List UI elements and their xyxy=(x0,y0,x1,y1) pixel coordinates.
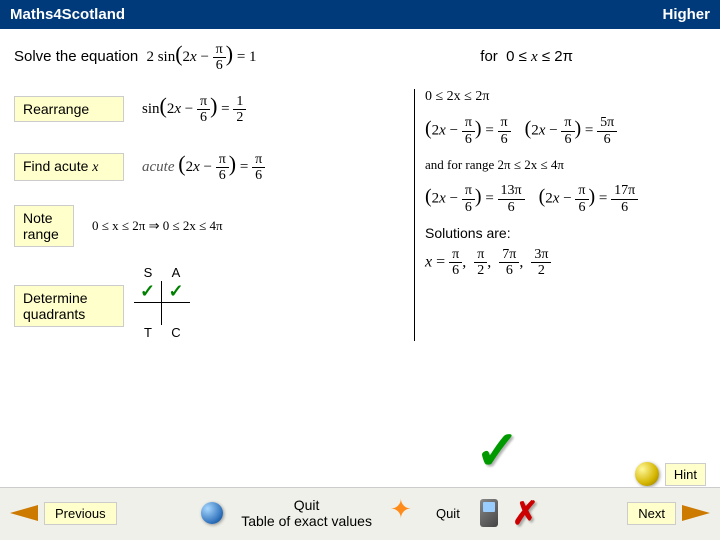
previous-button[interactable]: Previous xyxy=(44,502,117,525)
table-values-link[interactable]: Table of exact values xyxy=(241,513,372,529)
right-sol4: (2x − π6) = 17π6 xyxy=(539,183,639,215)
right-column: 0 ≤ 2x ≤ 2π (2x − π6) = π6 (2x − π6) = 5… xyxy=(414,89,704,341)
cast-blank-t xyxy=(134,303,162,325)
cast-tick-a: ✓ xyxy=(162,281,190,303)
cast-blank-c xyxy=(162,303,190,325)
question-range: for 0 ≤ x ≤ 2π xyxy=(480,48,573,65)
globe-icon[interactable] xyxy=(201,502,223,524)
rearrange-formula: sin(2x − π6) = 12 xyxy=(142,93,246,125)
right-sol-row1: (2x − π6) = π6 (2x − π6) = 5π6 xyxy=(425,115,704,147)
arrow-left-icon[interactable] xyxy=(10,505,38,521)
cast-t: T xyxy=(134,325,162,341)
left-column: Rearrange sin(2x − π6) = 12 Find acute x… xyxy=(14,89,414,341)
arrow-right-icon[interactable] xyxy=(682,505,710,521)
step-quadrants: Determine quadrants S A ✓ ✓ T C xyxy=(14,265,414,341)
right-range1: 0 ≤ 2x ≤ 2π xyxy=(425,89,704,105)
solutions-label: Solutions are: xyxy=(425,225,704,241)
cast-a: A xyxy=(162,265,190,281)
quit2-button[interactable]: Quit xyxy=(426,503,470,524)
right-sol1: (2x − π6) = π6 xyxy=(425,115,511,147)
step-rearrange: Rearrange sin(2x − π6) = 12 xyxy=(14,89,414,129)
step-range: Note range 0 ≤ x ≤ 2π ⇒ 0 ≤ 2x ≤ 4π xyxy=(14,205,414,247)
acute-formula: acute (2x − π6) = π6 xyxy=(142,151,265,183)
header-right: Higher xyxy=(662,6,710,23)
phone-icon[interactable] xyxy=(480,499,498,527)
bottom-nav: Previous Quit Table of exact values Quit… xyxy=(0,487,720,540)
step-label-range: Note range xyxy=(14,205,74,247)
big-x-icon[interactable]: ✗ xyxy=(512,494,539,532)
header-left: Maths4Scotland xyxy=(10,6,125,23)
right-range2: and for range 2π ≤ 2x ≤ 4π xyxy=(425,157,704,173)
step-label-acute: Find acute x xyxy=(14,153,124,181)
hint-row: Hint xyxy=(635,462,706,486)
right-sol-row2: (2x − π6) = 13π6 (2x − π6) = 17π6 xyxy=(425,183,704,215)
big-tick-icon: ✓ xyxy=(475,419,520,482)
slide-header: Maths4Scotland Higher xyxy=(0,0,720,29)
star-icon[interactable] xyxy=(390,500,416,526)
step-acute: Find acute x acute (2x − π6) = π6 xyxy=(14,147,414,187)
cast-diagram: S A ✓ ✓ T C xyxy=(134,265,190,341)
slide-content: Solve the equation 2 sin(2x − π6) = 1 fo… xyxy=(0,29,720,341)
range-formula: 0 ≤ x ≤ 2π ⇒ 0 ≤ 2x ≤ 4π xyxy=(92,218,223,234)
quit1-button[interactable]: Quit xyxy=(241,497,372,513)
hint-orb-icon[interactable] xyxy=(635,462,659,486)
cast-tick-s: ✓ xyxy=(134,281,162,303)
hint-button[interactable]: Hint xyxy=(665,463,706,486)
step-label-quadrants: Determine quadrants xyxy=(14,285,124,327)
question-row: Solve the equation 2 sin(2x − π6) = 1 fo… xyxy=(14,41,706,73)
question-equation: 2 sin(2x − π6) = 1 xyxy=(146,49,260,65)
final-solutions: x = π6, π2, 7π6, 3π2 xyxy=(425,247,704,279)
next-button[interactable]: Next xyxy=(627,502,676,525)
step-label-rearrange: Rearrange xyxy=(14,96,124,122)
cast-c: C xyxy=(162,325,190,341)
question-prompt: Solve the equation xyxy=(14,48,138,65)
right-sol2: (2x − π6) = 5π6 xyxy=(525,115,618,147)
right-sol3: (2x − π6) = 13π6 xyxy=(425,183,525,215)
cast-s: S xyxy=(134,265,162,281)
table-link[interactable]: Quit Table of exact values xyxy=(241,497,372,529)
